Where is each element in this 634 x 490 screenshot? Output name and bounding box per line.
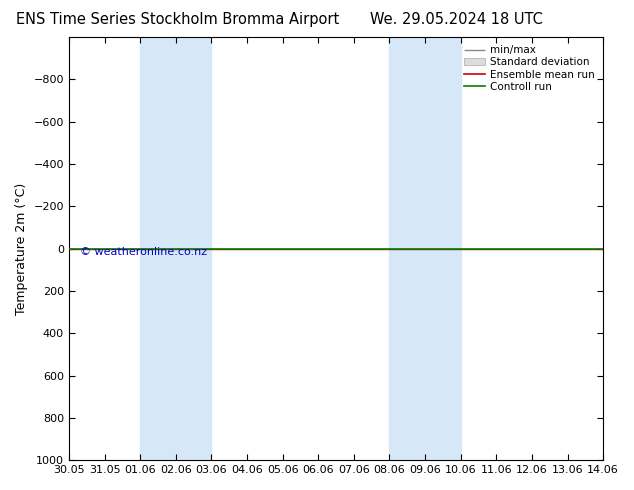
Legend: min/max, Standard deviation, Ensemble mean run, Controll run: min/max, Standard deviation, Ensemble me… (461, 42, 598, 95)
Text: ENS Time Series Stockholm Bromma Airport: ENS Time Series Stockholm Bromma Airport (16, 12, 339, 27)
Bar (140, 37, 211, 460)
Text: We. 29.05.2024 18 UTC: We. 29.05.2024 18 UTC (370, 12, 543, 27)
Bar (389, 37, 461, 460)
Text: © weatheronline.co.nz: © weatheronline.co.nz (80, 247, 207, 257)
Y-axis label: Temperature 2m (°C): Temperature 2m (°C) (15, 182, 28, 315)
